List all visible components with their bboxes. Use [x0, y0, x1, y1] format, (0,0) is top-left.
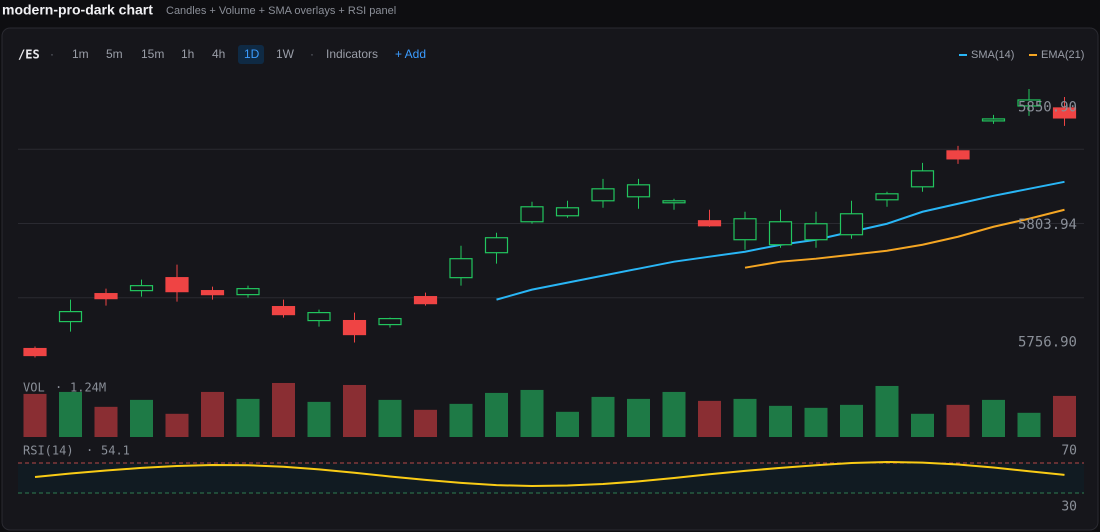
candle-body [946, 150, 970, 160]
volume-bar [804, 407, 828, 437]
volume-bar [662, 391, 686, 437]
indicators-button[interactable]: Indicators [326, 47, 378, 61]
volume-bar [307, 401, 331, 437]
volume-bar [911, 413, 934, 437]
volume-bar [875, 385, 899, 437]
volume-bar [556, 411, 579, 437]
timeframe-button[interactable]: 5m [106, 47, 123, 61]
candle-body [804, 223, 828, 241]
candle-body [662, 200, 686, 204]
timeframe-button[interactable]: 1W [276, 47, 295, 61]
volume-bar [698, 400, 721, 437]
timeframe-button[interactable]: 15m [141, 47, 164, 61]
volume-bar [59, 391, 82, 437]
candle-body [591, 188, 615, 202]
volume-bar [201, 391, 224, 437]
rsi-last: 54.1 [101, 444, 130, 458]
candle-body [555, 207, 580, 217]
volume-bar [165, 413, 189, 437]
legend-label: SMA(14) [971, 49, 1014, 61]
candle-body [981, 118, 1006, 122]
candle-body [697, 220, 722, 227]
candle-body [200, 290, 225, 296]
volume-bar [378, 399, 402, 437]
price-label: 5756.90 [1018, 334, 1077, 350]
separator: · [50, 47, 54, 61]
volume-bar [591, 396, 615, 437]
volume-bar [236, 398, 260, 437]
candle-body [271, 306, 296, 316]
ma-line [744, 208, 1065, 269]
legend-swatch [959, 54, 967, 56]
candle-body [307, 312, 331, 322]
volume-bar [520, 389, 544, 437]
price-label: 5850.90 [1018, 100, 1077, 116]
candle-body [58, 311, 83, 323]
volume-bar [485, 392, 508, 437]
candle-body [94, 293, 118, 300]
volume-bar [982, 399, 1005, 437]
volume-label: VOL [23, 381, 45, 395]
candle-body [484, 237, 509, 254]
volume-bar [94, 406, 118, 437]
volume-bar [1053, 395, 1076, 437]
rsi-label: RSI(14) [23, 444, 74, 458]
timeframe-button[interactable]: 1D [244, 47, 260, 61]
candle-body [839, 213, 864, 236]
candle-body [165, 277, 189, 293]
rsi-line [34, 461, 1065, 488]
volume-bar [130, 399, 153, 437]
candle-body [626, 184, 651, 198]
candle-body [378, 317, 402, 326]
candle-body [23, 347, 47, 357]
candle-body [875, 193, 899, 201]
candle-body [520, 206, 544, 223]
volume-bar [343, 384, 366, 437]
volume-bar [627, 398, 650, 437]
candle-body [413, 296, 438, 305]
volume-bar [1017, 412, 1041, 437]
active-timeframe-bg [238, 45, 264, 64]
legend-swatch [1029, 54, 1037, 56]
page-title: modern-pro-dark chart [2, 2, 153, 18]
separator: · [55, 381, 62, 395]
candle-body [1017, 99, 1041, 107]
timeframe-button[interactable]: 4h [212, 47, 225, 61]
volume-bar [449, 403, 473, 437]
add-button[interactable]: + Add [395, 47, 426, 61]
volume-bar [840, 404, 863, 437]
candle-body [910, 170, 935, 188]
candle-body [236, 288, 260, 296]
rsi-level-label: 70 [1061, 444, 1077, 459]
volume-bar [272, 382, 295, 437]
volume-bar [769, 405, 792, 437]
timeframe-button[interactable]: 1m [72, 47, 89, 61]
rsi-level-label: 30 [1061, 500, 1077, 515]
price-label: 5803.94 [1018, 217, 1077, 233]
volume-bar [733, 398, 757, 437]
legend-label: EMA(21) [1041, 49, 1084, 61]
candle-body [733, 218, 757, 241]
candle-body [449, 258, 473, 279]
rsi-band [18, 463, 1084, 493]
candle-body [1052, 107, 1077, 119]
candle-body [768, 221, 793, 246]
candle-body [342, 319, 367, 336]
candle-body [129, 285, 154, 292]
page-subtitle: Candles + Volume + SMA overlays + RSI pa… [166, 5, 396, 17]
volume-bar [23, 393, 47, 437]
timeframe-button[interactable]: 1h [181, 47, 194, 61]
separator: · [310, 47, 314, 61]
volume-last: 1.24M [70, 381, 106, 395]
symbol[interactable]: /ES [18, 48, 40, 62]
volume-bar [414, 409, 437, 437]
separator: · [86, 444, 93, 458]
volume-bar [946, 404, 970, 437]
